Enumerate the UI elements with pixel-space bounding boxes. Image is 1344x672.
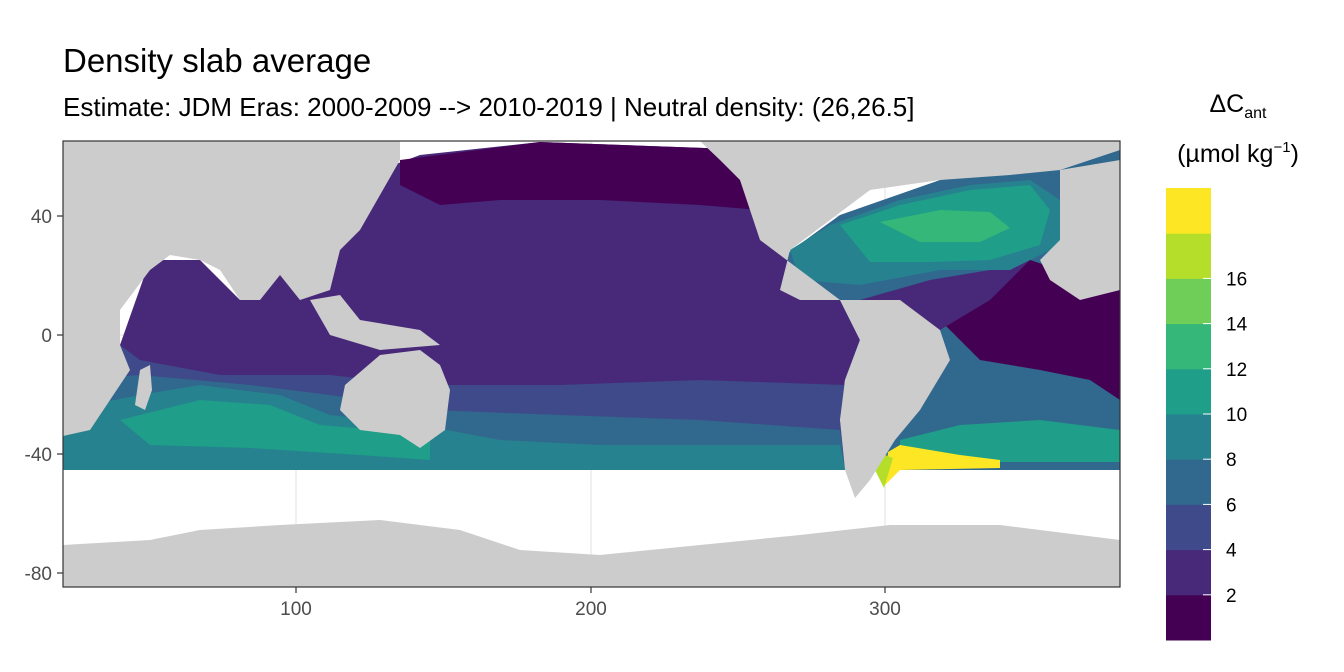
y-tick-label: -40: [25, 445, 52, 466]
falklands-yellow: [885, 445, 1000, 485]
legend-subscript: ant: [1244, 105, 1267, 122]
map-panel: [63, 141, 1120, 587]
land-africa-eurasia: [63, 141, 400, 436]
legend-color-step: [1166, 459, 1211, 505]
legend-color-step: [1166, 233, 1211, 279]
legend-tick-label: 4: [1226, 541, 1237, 562]
legend-tick-label: 6: [1226, 495, 1237, 516]
legend-unit-exponent: −1: [1273, 139, 1290, 156]
legend-tick-label: 10: [1226, 405, 1247, 426]
color-legend: ΔCant (µmol kg−1) 2 4 6 8 10 12 14 16: [1166, 90, 1299, 641]
legend-tick-label: 16: [1226, 269, 1247, 290]
legend-color-step: [1166, 188, 1211, 234]
land-madagascar: [135, 365, 152, 410]
legend-color-step: [1166, 414, 1211, 460]
y-axis: [57, 215, 63, 574]
land-masses: [63, 141, 1120, 587]
y-tick-label: -80: [25, 564, 52, 585]
north-pacific-low: [400, 142, 800, 210]
land-south-america: [840, 300, 950, 498]
legend-title: ΔCant: [1209, 90, 1267, 122]
data-field: [63, 142, 1120, 488]
legend-tick-label: 12: [1226, 360, 1247, 381]
north-atlantic-core: [880, 210, 1010, 242]
x-tick-label: 200: [575, 599, 607, 620]
y-tick-label: 40: [31, 207, 52, 228]
legend-color-step: [1166, 368, 1211, 415]
legend-color-step: [1166, 278, 1211, 325]
x-axis: [295, 587, 886, 593]
legend-colorbar: [1166, 188, 1211, 641]
legend-color-step: [1166, 594, 1211, 641]
legend-color-step: [1166, 504, 1211, 551]
x-tick-label: 100: [280, 599, 312, 620]
land-antarctica: [63, 520, 1120, 587]
south-atlantic-teal: [900, 420, 1120, 462]
legend-color-step: [1166, 323, 1211, 370]
legend-unit: (µmol kg−1): [1177, 139, 1299, 168]
land-indonesia: [310, 295, 440, 350]
land-europe: [1040, 160, 1120, 300]
legend-unit-prefix: (µmol kg: [1177, 140, 1273, 168]
y-tick-label: 0: [41, 326, 52, 347]
x-tick-label: 300: [869, 599, 901, 620]
indian-green: [120, 400, 430, 460]
legend-tick-labels: 2 4 6 8 10 12 14 16: [1226, 269, 1248, 606]
legend-symbol: ΔC: [1209, 90, 1244, 118]
land-north-america: [700, 141, 1120, 300]
plot-subtitle: Estimate: JDM Eras: 2000-2009 --> 2010-2…: [63, 92, 915, 122]
legend-tick-label: 8: [1226, 450, 1237, 471]
plot-title: Density slab average: [63, 42, 372, 79]
legend-unit-suffix: ): [1291, 140, 1299, 168]
legend-tick-label: 14: [1226, 315, 1248, 336]
land-australia: [340, 350, 450, 448]
legend-tick-label: 2: [1226, 586, 1237, 607]
legend-color-step: [1166, 549, 1211, 596]
